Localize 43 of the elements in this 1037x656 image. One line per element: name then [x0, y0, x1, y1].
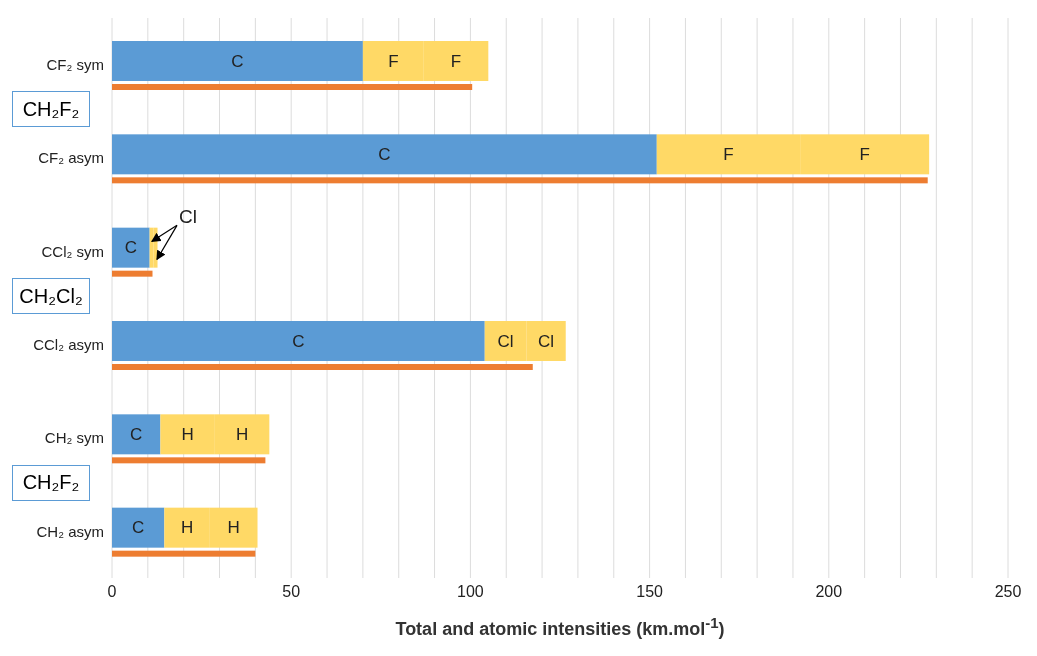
- x-tick-label: 150: [636, 583, 664, 601]
- annotation: Cl: [179, 206, 197, 228]
- y-tick-label: CF₂ asym: [38, 149, 104, 167]
- bar: [112, 84, 473, 90]
- data-label: F: [723, 144, 734, 164]
- data-label: H: [235, 424, 249, 444]
- data-label: H: [180, 518, 194, 538]
- bar: [149, 227, 154, 268]
- bar: [112, 550, 256, 557]
- bar: [112, 177, 928, 184]
- x-axis-title: Total and atomic intensities (km.mol$^{-1}$): [394, 614, 726, 640]
- x-tick-label: 100: [457, 583, 484, 601]
- data-label: F: [388, 51, 399, 71]
- data-label: H: [227, 518, 240, 538]
- x-tick-label: 250: [994, 583, 1022, 601]
- data-label: F: [859, 144, 870, 164]
- x-tick-label: 0: [107, 583, 117, 601]
- data-label: C: [231, 51, 244, 71]
- x-tick-label: 50: [282, 583, 301, 601]
- data-label: Cl: [497, 331, 514, 351]
- data-label: C: [292, 331, 305, 351]
- data-label: C: [124, 238, 137, 258]
- text: CH₂Cl₂: [12, 278, 90, 314]
- y-tick-label: CH₂ sym: [44, 429, 104, 447]
- data-label: C: [132, 518, 145, 538]
- y-tick-label: CCl₂ asym: [33, 335, 104, 353]
- data-label: Cl: [537, 331, 555, 351]
- bar: [112, 41, 363, 81]
- data-label: H: [181, 424, 194, 444]
- y-tick-label: CH₂ asym: [36, 522, 104, 540]
- y-tick-label: CF₂ sym: [46, 55, 104, 73]
- y-tick-label: CCl₂ sym: [41, 242, 104, 260]
- data-label: C: [378, 144, 391, 164]
- bar: [112, 414, 161, 455]
- data-label: C: [130, 424, 143, 444]
- text: CH₂F₂: [12, 464, 90, 501]
- text: CH₂F₂: [12, 91, 90, 128]
- bar: [112, 321, 485, 361]
- bar: [112, 270, 153, 277]
- bar: [112, 457, 266, 464]
- x-tick-label: 200: [815, 583, 843, 601]
- data-label: F: [450, 51, 462, 71]
- bar: [112, 364, 533, 370]
